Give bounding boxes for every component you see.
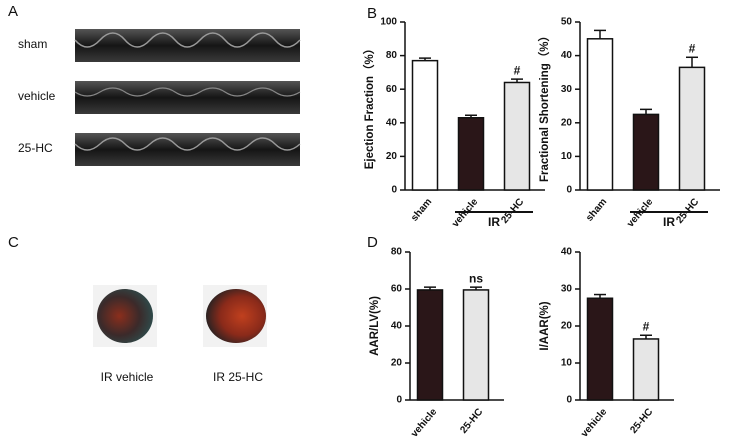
echo-label: sham	[18, 37, 47, 51]
y-tick-label: 40	[561, 50, 573, 61]
bar	[462, 289, 490, 401]
y-tick-label: 80	[386, 50, 398, 61]
x-tick-label: 25-HC	[628, 407, 655, 436]
echo-label: vehicle	[18, 89, 56, 103]
panel-label: A	[8, 3, 18, 20]
bar	[416, 289, 444, 401]
bar	[457, 117, 485, 191]
bar	[411, 59, 439, 191]
echo-trace	[74, 137, 301, 151]
echo-trace	[74, 87, 301, 97]
y-axis-label: Ejection Fraction（%）	[362, 43, 376, 170]
echo-images	[74, 29, 301, 166]
y-tick-label: 30	[561, 84, 573, 95]
x-tick-label: 25-HC	[458, 407, 485, 436]
echo-image	[75, 81, 300, 114]
bar	[678, 66, 706, 191]
bar	[586, 297, 614, 401]
y-tick-label: 0	[396, 395, 402, 406]
panel-label: B	[367, 5, 377, 22]
y-tick-label: 60	[386, 84, 398, 95]
y-tick-label: 20	[391, 358, 403, 369]
bar	[632, 338, 660, 401]
bar	[586, 38, 614, 191]
y-tick-label: 40	[561, 247, 573, 258]
annotation: #	[514, 63, 521, 77]
y-tick-label: 20	[561, 321, 573, 332]
y-tick-label: 20	[561, 117, 573, 128]
group-label: IR	[488, 215, 500, 229]
x-tick-label: vehicle	[579, 406, 610, 439]
annotation: #	[689, 41, 696, 55]
echo-image	[75, 29, 300, 62]
y-tick-label: 100	[380, 17, 397, 28]
y-tick-label: 0	[391, 185, 397, 196]
heart	[97, 289, 153, 343]
y-tick-label: 50	[561, 17, 573, 28]
panel-label: D	[367, 234, 378, 251]
x-tick-label: sham	[409, 196, 434, 223]
y-tick-label: 40	[386, 117, 398, 128]
heart	[206, 289, 266, 343]
echo-trace	[74, 32, 301, 48]
y-tick-label: 10	[561, 151, 573, 162]
y-tick-label: 30	[561, 284, 573, 295]
y-tick-label: 80	[391, 247, 403, 258]
group-label: IR	[663, 215, 675, 229]
bar	[632, 113, 660, 191]
echo-label: 25-HC	[18, 141, 53, 155]
x-tick-label: sham	[584, 196, 609, 223]
bar	[503, 81, 531, 191]
y-tick-label: 10	[561, 358, 573, 369]
y-axis-label: I/AAR(%)	[539, 301, 551, 350]
heart-label: IR 25-HC	[213, 370, 263, 384]
y-tick-label: 0	[566, 185, 572, 196]
x-tick-label: vehicle	[409, 406, 440, 439]
y-tick-label: 20	[386, 151, 398, 162]
y-tick-label: 60	[391, 284, 403, 295]
panel-label: C	[8, 234, 19, 251]
annotation: ns	[469, 271, 483, 285]
y-tick-label: 40	[391, 321, 403, 332]
y-tick-label: 0	[566, 395, 572, 406]
annotation: #	[643, 319, 650, 333]
heart-label: IR vehicle	[101, 370, 154, 384]
y-axis-label: AAR/LV(%)	[369, 296, 381, 356]
y-axis-label: Fractional Shortening（%）	[537, 30, 551, 182]
